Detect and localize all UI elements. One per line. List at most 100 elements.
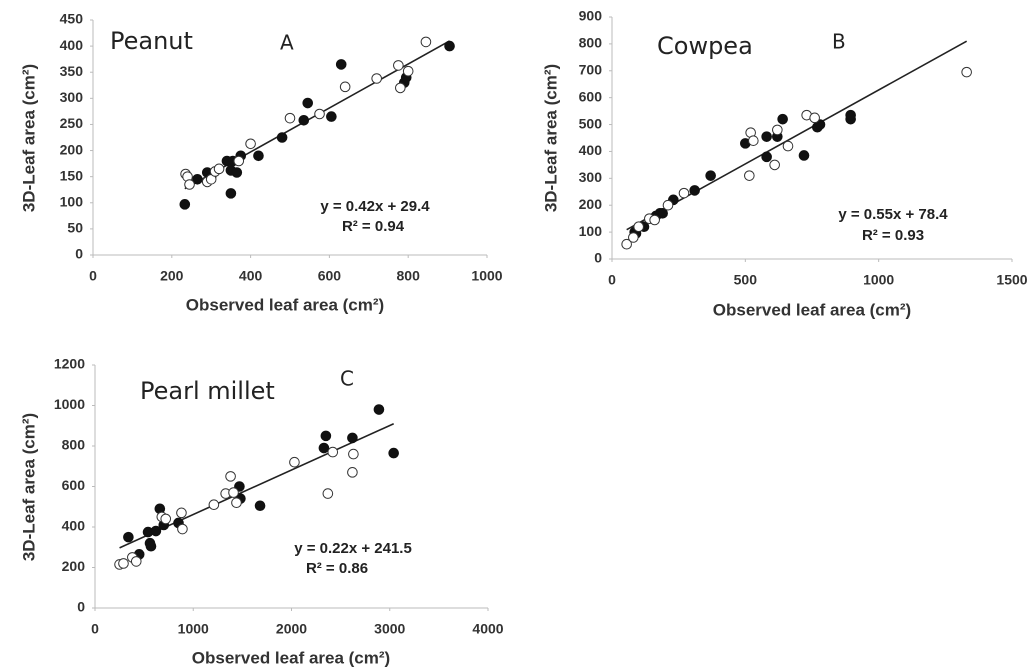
point (284, 112, 296, 124)
point (228, 487, 239, 498)
point (231, 497, 242, 509)
y-tick-label: 600 (62, 477, 86, 493)
x-axis-label: Observed leaf area (cm²) (713, 300, 911, 319)
point (961, 66, 972, 78)
point (347, 467, 358, 478)
point (347, 432, 358, 444)
point (777, 113, 788, 125)
y-axis-label: 3D-Leaf area (cm²) (19, 64, 38, 212)
point (393, 60, 404, 71)
y-tick-label: 150 (60, 167, 84, 183)
point (145, 540, 157, 552)
y-tick-label: 450 (60, 11, 84, 27)
y-tick-label: 700 (579, 61, 603, 77)
point (254, 500, 266, 512)
point (649, 214, 660, 226)
y-tick-label: 350 (60, 63, 84, 79)
point (371, 73, 382, 84)
point (320, 430, 332, 442)
point (395, 82, 406, 94)
point (326, 111, 337, 122)
x-tick-label: 4000 (472, 621, 503, 637)
point (184, 179, 195, 190)
y-tick-label: 0 (594, 250, 602, 266)
point (748, 135, 759, 146)
chart-title: Cowpea (657, 32, 753, 60)
point (276, 132, 288, 143)
equation: R² = 0.86 (306, 560, 368, 577)
point (192, 173, 203, 185)
point (339, 81, 351, 93)
point (761, 131, 772, 142)
x-tick-label: 0 (91, 621, 99, 637)
point (160, 513, 172, 525)
panel-label: B (832, 30, 846, 54)
y-tick-label: 300 (579, 169, 603, 185)
x-axis-label: Observed leaf area (cm²) (186, 295, 384, 314)
x-tick-label: 500 (734, 272, 758, 288)
y-tick-label: 200 (62, 558, 86, 574)
y-tick-label: 0 (75, 246, 83, 262)
point (130, 556, 142, 567)
equation: R² = 0.93 (862, 227, 924, 244)
x-tick-label: 1000 (178, 621, 209, 637)
y-tick-label: 200 (60, 141, 84, 157)
x-tick-label: 0 (89, 268, 97, 284)
point (233, 155, 245, 167)
point (289, 456, 300, 468)
point (402, 65, 414, 77)
point (208, 499, 220, 511)
point (689, 185, 700, 196)
y-axis-label: 3D-Leaf area (cm²) (19, 413, 38, 561)
y-tick-label: 100 (579, 223, 603, 239)
y-tick-label: 250 (60, 115, 84, 131)
point (225, 188, 237, 199)
point (176, 507, 187, 519)
y-tick-label: 600 (579, 88, 603, 104)
equation: y = 0.55x + 78.4 (838, 206, 948, 223)
point (657, 207, 668, 219)
point (798, 150, 810, 161)
chart-title: Pearl millet (140, 377, 275, 405)
point (761, 151, 772, 163)
point (628, 232, 639, 243)
y-tick-label: 0 (77, 599, 85, 615)
point (335, 59, 347, 70)
y-tick-label: 400 (60, 37, 84, 53)
point (373, 404, 385, 415)
x-tick-label: 0 (608, 272, 616, 288)
y-tick-label: 400 (579, 142, 603, 158)
point (388, 447, 399, 459)
point (444, 40, 455, 52)
x-tick-label: 800 (397, 268, 421, 284)
point (633, 221, 644, 233)
point (678, 187, 690, 199)
equation: y = 0.42x + 29.4 (320, 198, 430, 215)
point (314, 108, 325, 120)
x-tick-label: 3000 (374, 621, 405, 637)
panel-label: C (340, 367, 354, 391)
point (213, 163, 225, 175)
y-tick-label: 300 (60, 89, 84, 105)
point (118, 558, 129, 569)
point (231, 167, 243, 178)
point (420, 36, 432, 48)
point (322, 488, 334, 499)
x-tick-label: 1500 (996, 272, 1027, 288)
point (769, 159, 780, 171)
point (845, 109, 856, 121)
y-tick-label: 800 (62, 437, 86, 453)
y-axis-label: 3D-Leaf area (cm²) (541, 64, 560, 212)
chart-title: Peanut (110, 27, 193, 55)
point (298, 114, 310, 126)
point (772, 124, 783, 136)
point (177, 523, 188, 535)
equation: y = 0.22x + 241.5 (294, 540, 412, 557)
x-tick-label: 600 (318, 268, 342, 284)
point (179, 199, 191, 210)
point (621, 238, 632, 250)
point (327, 446, 339, 458)
point (662, 199, 674, 211)
x-tick-label: 2000 (276, 621, 307, 637)
